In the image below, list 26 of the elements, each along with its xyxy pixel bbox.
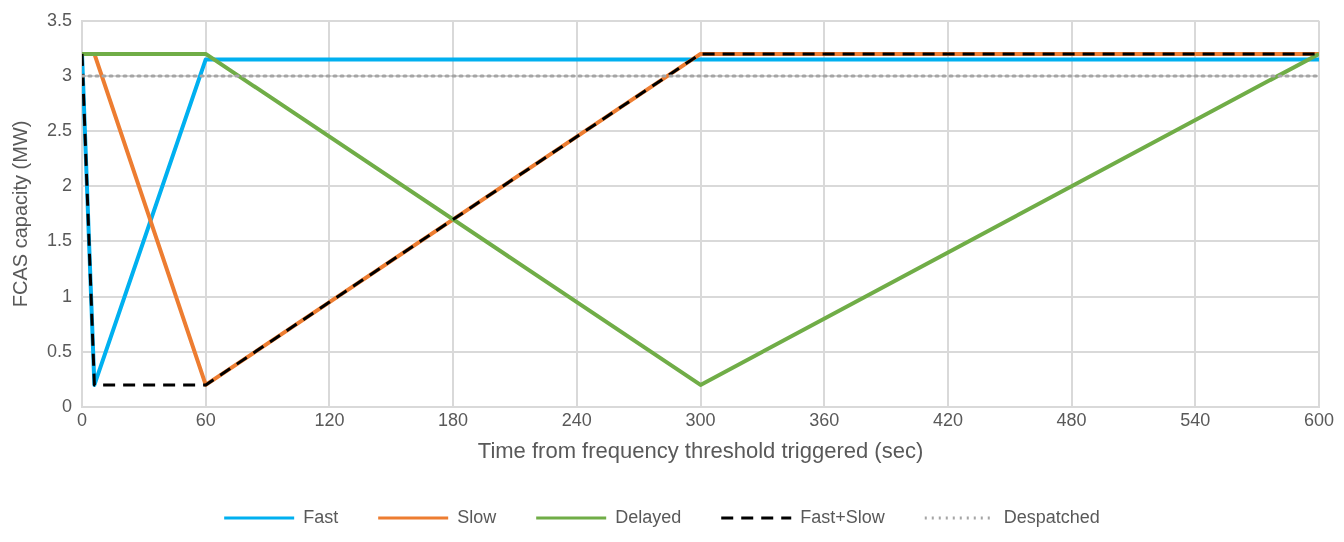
y-tick-label: 0.5 — [46, 340, 73, 361]
x-tick-label: 300 — [685, 409, 716, 430]
x-tick-label: 480 — [1056, 409, 1087, 430]
x-tick-label: 420 — [932, 409, 963, 430]
x-tick-label: 180 — [438, 409, 469, 430]
y-tick-label: 1 — [62, 285, 73, 306]
legend-label: Delayed — [615, 506, 682, 527]
y-tick-label: 1.5 — [46, 230, 73, 251]
x-axis-title: Time from frequency threshold triggered (sec) — [477, 437, 924, 463]
y-tick-label: 3.5 — [46, 9, 73, 30]
y-tick-label: 2 — [62, 175, 73, 196]
x-tick-label: 540 — [1180, 409, 1211, 430]
y-tick-label: 3 — [62, 64, 73, 85]
x-tick-label: 0 — [77, 409, 88, 430]
y-axis-title: FCAS capacity (MW) — [8, 120, 31, 308]
y-tick-label: 0 — [62, 395, 73, 416]
y-tick-label: 2.5 — [46, 120, 73, 141]
legend-label: Despatched — [1003, 506, 1100, 527]
legend-label: Fast — [303, 506, 339, 527]
x-tick-label: 600 — [1303, 409, 1335, 430]
x-tick-label: 360 — [809, 409, 840, 430]
legend-label: Slow — [457, 506, 498, 527]
legend-label: Fast+Slow — [800, 506, 886, 527]
x-tick-label: 240 — [561, 409, 592, 430]
x-tick-label: 60 — [195, 409, 216, 430]
x-tick-label: 120 — [314, 409, 345, 430]
